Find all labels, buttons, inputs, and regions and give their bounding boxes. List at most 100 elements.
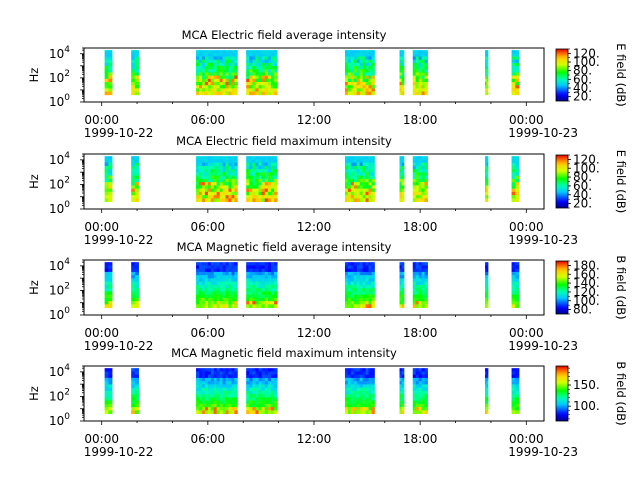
heatmap-cell	[104, 407, 109, 411]
heatmap-cell	[228, 381, 232, 385]
heatmap-cell	[234, 291, 238, 296]
heatmap-cell	[104, 175, 109, 180]
heatmap-cell	[252, 304, 256, 309]
heatmap-cell	[515, 178, 520, 183]
heatmap-cell	[231, 387, 235, 392]
heatmap-cell	[368, 88, 372, 92]
heatmap-cell	[356, 377, 361, 382]
heatmap-cell	[424, 85, 428, 89]
heatmap-cell	[249, 172, 253, 177]
heatmap-cell	[368, 400, 372, 405]
heatmap-cell	[415, 188, 420, 193]
date-label-end: 1999-10-23	[508, 233, 578, 247]
heatmap-cell	[231, 407, 235, 411]
heatmap-cell	[353, 268, 358, 273]
heatmap-cell	[213, 271, 218, 276]
heatmap-cell	[267, 159, 272, 164]
heatmap-cell	[108, 262, 113, 266]
colorbar-scale	[555, 365, 569, 422]
heatmap-cell	[412, 371, 417, 376]
heatmap-cell	[246, 374, 250, 379]
heatmap-cell	[421, 268, 425, 273]
heatmap-cell	[199, 407, 203, 411]
heatmap-cell	[134, 387, 139, 392]
heatmap-cell	[421, 384, 425, 389]
heatmap-cell	[213, 403, 218, 408]
heatmap-cell	[246, 198, 250, 203]
heatmap-cell	[231, 195, 235, 199]
heatmap-cell	[108, 297, 113, 302]
heatmap-cell	[225, 297, 229, 302]
heatmap-cell	[231, 165, 235, 170]
heatmap-cell	[231, 91, 235, 96]
heatmap-cell	[219, 371, 223, 376]
heatmap-cell	[228, 284, 232, 289]
heatmap-cell	[131, 85, 136, 89]
heatmap-cell	[359, 62, 364, 67]
heatmap-cell	[261, 374, 266, 379]
heatmap-cell	[401, 262, 405, 266]
heatmap-cell	[359, 275, 364, 279]
heatmap-cell	[264, 281, 269, 286]
heatmap-cell	[104, 275, 109, 279]
heatmap-cell	[258, 390, 263, 395]
heatmap-cell	[353, 265, 358, 270]
heatmap-cell	[210, 410, 215, 415]
heatmap-cell	[356, 288, 361, 292]
heatmap-cell	[515, 381, 520, 385]
heatmap-cell	[234, 397, 238, 402]
heatmap-cell	[261, 59, 266, 64]
heatmap-cell	[270, 265, 275, 270]
heatmap-cell	[225, 159, 229, 164]
heatmap-cells	[104, 50, 520, 96]
heatmap-cell	[216, 284, 221, 289]
heatmap-cell	[511, 297, 516, 302]
heatmap-cell	[219, 72, 223, 77]
heatmap-cell	[362, 265, 366, 270]
heatmap-cell	[267, 162, 272, 167]
heatmap-cell	[207, 188, 212, 193]
heatmap-cell	[401, 400, 405, 405]
heatmap-cell	[264, 407, 269, 411]
heatmap-cell	[412, 301, 417, 305]
heatmap-cell	[264, 88, 269, 92]
heatmap-cell	[108, 371, 113, 376]
heatmap-cell	[222, 72, 226, 77]
heatmap-cell	[207, 291, 212, 296]
heatmap-cell	[199, 162, 203, 167]
heatmap-cell	[201, 371, 206, 376]
heatmap-cell	[196, 62, 200, 67]
heatmap-cell	[225, 291, 229, 296]
heatmap-cell	[415, 159, 420, 164]
heatmap-cell	[196, 294, 200, 299]
heatmap-cell	[222, 278, 226, 283]
heatmap-cell	[511, 265, 516, 270]
heatmap-cell	[258, 198, 263, 203]
heatmap-cell	[222, 275, 226, 279]
heatmap-cell	[486, 291, 489, 296]
heatmap-cell	[213, 410, 218, 415]
heatmap-cell	[108, 172, 113, 177]
heatmap-cell	[255, 53, 259, 57]
heatmap-cell	[418, 275, 423, 279]
heatmap-cell	[228, 188, 232, 193]
heatmap-cell	[207, 66, 212, 70]
heatmap-cell	[350, 198, 355, 203]
heatmap-cell	[234, 162, 238, 167]
heatmap-cell	[228, 182, 232, 186]
heatmap-cell	[418, 384, 423, 389]
heatmap-cell	[207, 304, 212, 309]
heatmap-cell	[249, 281, 253, 286]
heatmap-cell	[356, 410, 361, 415]
heatmap-cell	[249, 85, 253, 89]
heatmap-cell	[108, 410, 113, 415]
heatmap-cell	[108, 268, 113, 273]
heatmap-cell	[421, 198, 425, 203]
heatmap-cell	[108, 62, 113, 67]
x-tick-label: 00:00	[509, 326, 544, 340]
heatmap-cell	[231, 278, 235, 283]
heatmap-cell	[231, 265, 235, 270]
heatmap-cell	[234, 301, 238, 305]
heatmap-cell	[347, 72, 352, 77]
x-tick-label: 18:00	[403, 113, 438, 127]
